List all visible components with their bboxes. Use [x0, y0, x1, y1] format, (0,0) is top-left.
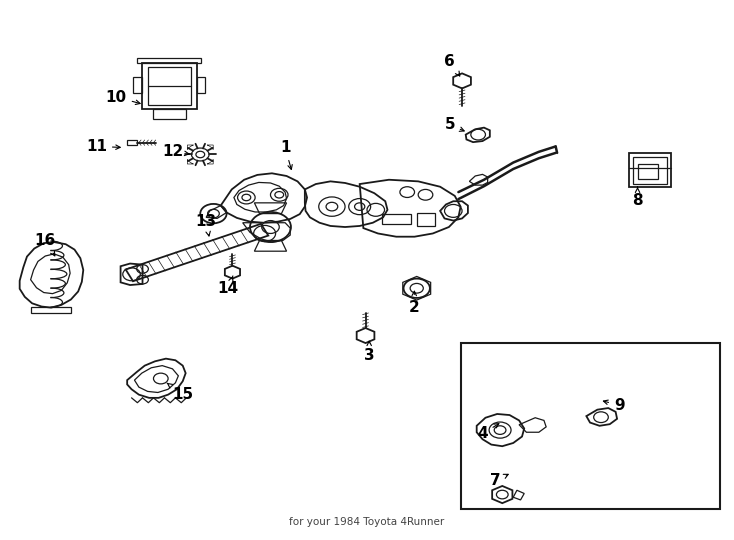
Text: 12: 12	[162, 144, 189, 159]
Text: 8: 8	[632, 187, 643, 208]
Bar	[382, 214, 411, 224]
Text: 15: 15	[167, 383, 193, 402]
Text: 5: 5	[444, 118, 464, 132]
Text: 14: 14	[217, 276, 239, 296]
Bar	[461, 342, 720, 509]
Text: for your 1984 Toyota 4Runner: for your 1984 Toyota 4Runner	[289, 517, 445, 527]
Text: 10: 10	[106, 90, 140, 105]
Text: 2: 2	[408, 291, 419, 315]
Bar	[417, 213, 435, 226]
Text: 16: 16	[34, 233, 56, 256]
Text: 9: 9	[603, 398, 625, 413]
Text: 13: 13	[195, 214, 217, 236]
Text: 1: 1	[280, 140, 292, 170]
Text: 7: 7	[490, 473, 508, 488]
Text: 3: 3	[364, 341, 374, 363]
Text: 4: 4	[477, 423, 499, 441]
Text: 6: 6	[444, 54, 459, 76]
Text: 11: 11	[86, 139, 120, 154]
